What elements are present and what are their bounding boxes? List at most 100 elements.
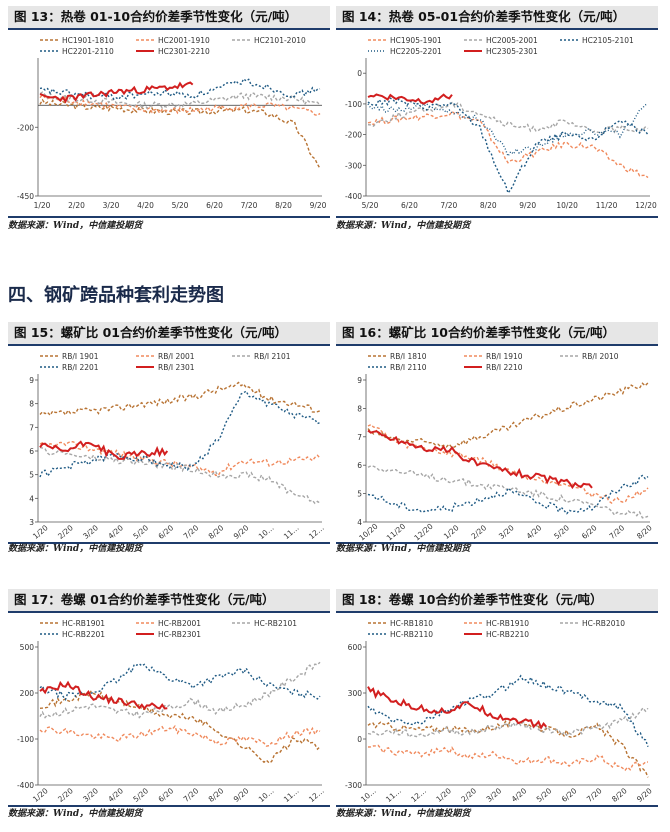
y-tick-label: -450 <box>17 192 34 201</box>
chart-16: 4 5 6 7 8 9 10/20 11/20 12/20 1/20 2/20 3/20 4/20 5/2… <box>336 346 658 544</box>
x-tick-label: 2/20 <box>459 786 478 804</box>
series-line <box>39 690 321 764</box>
y-tick-label: 0 <box>357 69 362 78</box>
figure-title: 图 14：热卷 05-01合约价差季节性变化（元/吨） <box>336 6 658 30</box>
x-tick-label: 6/20 <box>206 201 223 210</box>
series-line <box>39 680 168 711</box>
legend-label: RB/I 2110 <box>390 363 427 372</box>
legend-label: RB/I 1810 <box>390 352 427 361</box>
series-line <box>39 440 321 477</box>
x-tick-label: 2/20 <box>68 201 85 210</box>
y-tick-label: -200 <box>17 123 34 132</box>
x-tick-label: 3/20 <box>497 523 516 541</box>
source-note: 数据来源：Wind，中信建投期货 <box>8 809 143 819</box>
x-tick-label: 5/20 <box>362 201 379 210</box>
x-tick-label: 2/20 <box>469 523 488 541</box>
x-tick-label: 7/20 <box>440 201 457 210</box>
figure-13: 图 13：热卷 01-10合约价差季节性变化（元/吨） -450 -200 1/20… <box>8 6 330 218</box>
y-tick-label: 7 <box>357 433 362 442</box>
series-line <box>39 77 321 101</box>
series-line <box>367 97 649 195</box>
x-tick-label: 5/20 <box>535 786 554 804</box>
series-line <box>367 93 453 105</box>
series-line <box>367 101 649 135</box>
figure-16: 图 16：螺矿比 10合约价差季节性变化（元/吨） 4 5 6 7 8 9 10/20 11/… <box>336 322 658 544</box>
series-line <box>39 663 321 701</box>
legend-label: HC1905-1901 <box>390 36 442 45</box>
source-note: 数据来源：Wind，中信建投期货 <box>336 544 471 554</box>
x-tick-label: 9/20 <box>310 201 327 210</box>
x-tick-label: 9/20 <box>635 786 654 804</box>
x-tick-label: 1/20 <box>434 786 453 804</box>
source-note: 数据来源：Wind，中信建投期货 <box>8 221 143 231</box>
x-tick-label: 5/20 <box>131 523 150 541</box>
figure-15: 图 15：螺矿比 01合约价差季节性变化（元/吨） 3 4 5 6 7 8 9 1/20 2/2… <box>8 322 330 544</box>
series-line <box>367 110 649 179</box>
x-tick-label: 3/20 <box>485 786 504 804</box>
figure-title: 图 15：螺矿比 01合约价差季节性变化（元/吨） <box>8 322 330 346</box>
x-tick-label: 6/20 <box>580 523 599 541</box>
x-tick-label: 8/20 <box>275 201 292 210</box>
chart-15: 3 4 5 6 7 8 9 1/20 2/20 3/20 4/20 5/20 6/20 7/20 8/20 9… <box>8 346 330 544</box>
x-tick-label: 7/20 <box>241 201 258 210</box>
x-tick-label: 7/20 <box>182 786 201 804</box>
y-tick-label: 0 <box>357 735 362 744</box>
x-tick-label: 8/20 <box>635 523 654 541</box>
legend-label: HC-RB2110 <box>390 630 433 639</box>
y-tick-label: 200 <box>20 689 35 698</box>
y-tick-label: 5 <box>357 490 362 499</box>
legend-label: HC2105-2101 <box>582 36 634 45</box>
chart-svg: -450 -200 1/20 2/20 3/20 4/20 5/20 6/20 7/20 8/20… <box>17 36 327 210</box>
series-line <box>367 382 649 449</box>
x-tick-label: 2/20 <box>56 786 75 804</box>
legend-label: HC-RB2301 <box>158 630 201 639</box>
x-tick-label: 6/20 <box>560 786 579 804</box>
legend-label: RB/I 2010 <box>582 352 619 361</box>
x-tick-label: 8/20 <box>207 786 226 804</box>
y-tick-label: 4 <box>29 494 34 503</box>
x-tick-label: 2/20 <box>56 523 75 541</box>
y-tick-label: -400 <box>17 781 34 790</box>
figure-title: 图 16：螺矿比 10合约价差季节性变化（元/吨） <box>336 322 658 346</box>
y-tick-label: 6 <box>29 447 34 456</box>
figure-title: 图 18：卷螺 10合约价差季节性变化（元/吨） <box>336 589 658 613</box>
y-tick-label: 9 <box>357 376 362 385</box>
x-tick-label: 8/20 <box>610 786 629 804</box>
legend-label: HC2101-2010 <box>254 36 306 45</box>
x-tick-label: 4/20 <box>106 523 125 541</box>
legend-label: HC-RB1901 <box>62 619 105 628</box>
x-tick-label: 10… <box>257 786 276 804</box>
x-tick-label: 11… <box>384 786 403 804</box>
series-line <box>39 381 321 417</box>
figure-18: 图 18：卷螺 10合约价差季节性变化（元/吨） -300 0 300 600 10… 1… <box>336 589 658 807</box>
x-tick-label: 7/20 <box>607 523 626 541</box>
legend-label: RB/I 2101 <box>254 352 291 361</box>
legend-label: HC2305-2301 <box>486 47 538 56</box>
y-tick-label: 600 <box>348 643 363 652</box>
chart-17: -400 -100 200 500 1/20 2/20 3/20 4/20 5/20 6/20 7/… <box>8 613 330 807</box>
legend-label: HC-RB2101 <box>254 619 297 628</box>
figure-title: 图 17：卷螺 01合约价差季节性变化（元/吨） <box>8 589 330 613</box>
series-line <box>39 91 321 111</box>
x-tick-label: 12… <box>307 786 326 804</box>
series-line <box>39 440 169 460</box>
y-tick-label: 6 <box>357 461 362 470</box>
series-line <box>39 93 321 117</box>
x-tick-label: 6/20 <box>157 523 176 541</box>
x-tick-label: 1/20 <box>34 201 51 210</box>
x-tick-label: 11… <box>282 523 301 541</box>
legend-label: HC2001-1910 <box>158 36 210 45</box>
legend-label: RB/I 1901 <box>62 352 99 361</box>
legend-label: HC1901-1810 <box>62 36 114 45</box>
legend-label: HC2005-2001 <box>486 36 538 45</box>
series-line <box>367 718 649 778</box>
legend-label: RB/I 1910 <box>486 352 523 361</box>
x-tick-label: 5/20 <box>131 786 150 804</box>
x-tick-label: 11/20 <box>385 522 408 542</box>
y-tick-label: -300 <box>345 781 362 790</box>
source-note: 数据来源：Wind，中信建投期货 <box>336 809 471 819</box>
source-note: 数据来源：Wind，中信建投期货 <box>8 544 143 554</box>
chart-14: -400 -300 -200 -100 0 5/20 6/20 7/20 8/20 9/20 10/… <box>336 30 658 218</box>
x-tick-label: 7/20 <box>585 786 604 804</box>
